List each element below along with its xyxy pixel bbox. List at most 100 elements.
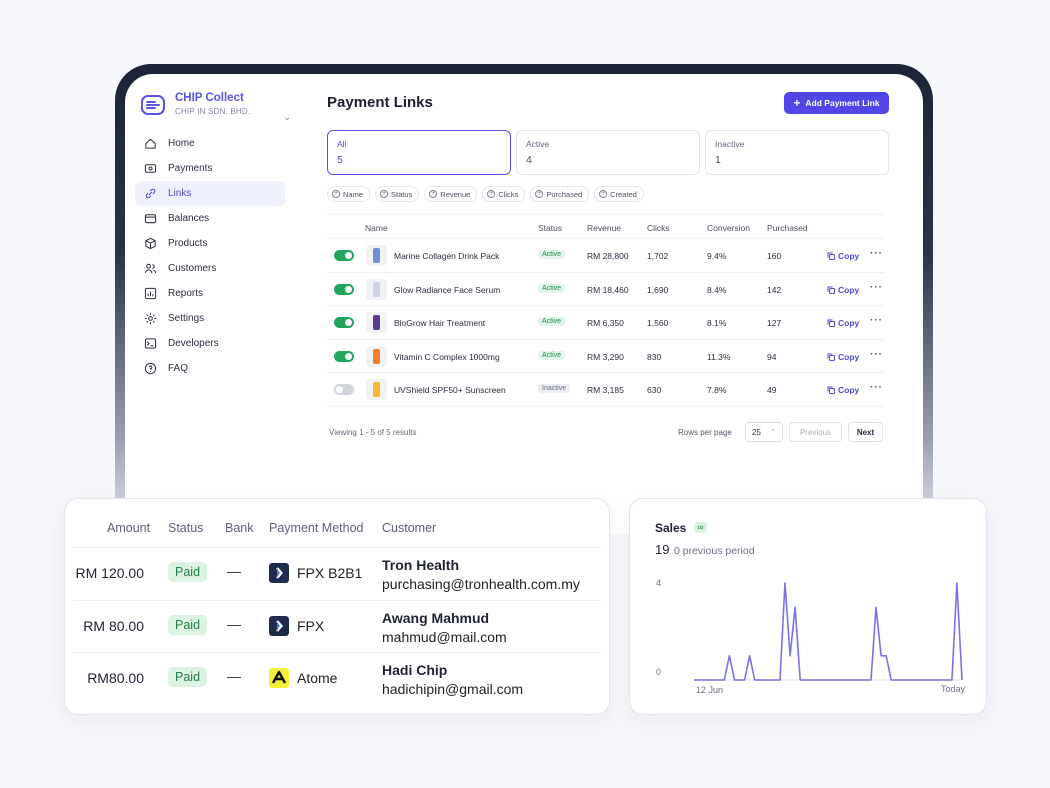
copy-link-button[interactable]: Copy: [827, 285, 859, 295]
payment-method-value: FPX: [297, 617, 325, 634]
product-thumbnail: [366, 245, 387, 266]
customer-email: purchasing@tronhealth.com.my: [382, 576, 580, 592]
bank-value: —: [227, 668, 241, 684]
sidebar-item-balances[interactable]: Balances: [135, 206, 285, 231]
chart-icon: [144, 287, 157, 300]
sidebar-item-settings[interactable]: Settings: [135, 306, 285, 331]
copy-icon: [827, 286, 835, 294]
copy-label: Copy: [838, 284, 860, 295]
product-name[interactable]: Marine Collagen Drink Pack: [394, 251, 500, 261]
revenue-value: RM 3,290: [587, 351, 624, 362]
sidebar-item-label: Settings: [168, 313, 205, 324]
link-icon: [145, 188, 156, 199]
copy-label: Copy: [838, 351, 860, 362]
filter-label: Purchased: [546, 189, 583, 199]
filter-clicks[interactable]: + Clicks: [482, 186, 526, 202]
purchased-value: 94: [767, 351, 777, 362]
sidebar-item-links[interactable]: Links: [135, 181, 285, 206]
conversion-value: 11.3%: [707, 351, 731, 362]
conversion-value: 8.1%: [707, 318, 727, 328]
link-toggle[interactable]: [334, 350, 354, 362]
rows-per-page-select[interactable]: 25 ⌃: [745, 422, 783, 442]
filter-status[interactable]: + Status: [375, 186, 420, 202]
copy-link-button[interactable]: Copy: [827, 352, 859, 362]
copy-link-button[interactable]: Copy: [827, 318, 859, 328]
more-options-icon[interactable]: ···: [870, 382, 883, 393]
x-tick-label: Today: [941, 684, 966, 694]
plus-circle-icon: +: [332, 190, 340, 198]
sidebar-item-faq[interactable]: FAQ: [135, 356, 285, 381]
copy-label: Copy: [838, 318, 860, 328]
product-thumbnail: [366, 312, 387, 333]
link-toggle[interactable]: [334, 283, 354, 295]
tab-active[interactable]: Active 4: [516, 130, 700, 175]
payments-icon: [144, 164, 157, 173]
chevron-updown-icon: ⌃: [770, 429, 776, 436]
product-name[interactable]: Vitamin C Complex 1000mg: [394, 351, 500, 362]
col-purchased[interactable]: Purchased: [767, 223, 808, 233]
copy-link-button[interactable]: Copy: [827, 251, 859, 261]
sidebar-item-label: Balances: [168, 213, 210, 224]
product-name[interactable]: BioGrow Hair Treatment: [394, 318, 486, 328]
bank-value: —: [227, 563, 241, 579]
more-options-icon[interactable]: ···: [870, 281, 883, 293]
page-title: Payment Links: [327, 94, 433, 111]
link-toggle[interactable]: [334, 384, 354, 395]
transaction-row[interactable]: RM 120.00 Paid — FPX B2B1 Tron Health purchas…: [73, 547, 601, 600]
sidebar-item-products[interactable]: Products: [135, 231, 285, 256]
transaction-row[interactable]: RM80.00 Paid — Atome Hadi Chip hadichipin@gma…: [73, 652, 601, 705]
brand-name: CHIP Collect: [175, 92, 244, 104]
table-row[interactable]: Glow Radiance Face Serum Active RM 18,460 1…: [327, 273, 884, 306]
product-name[interactable]: UVShield SPF50+ Sunscreen: [394, 385, 506, 395]
transaction-row[interactable]: RM 80.00 Paid — FPX Awang Mahmud mahmud@mail.…: [73, 599, 601, 653]
atome-logo-icon: [269, 668, 289, 688]
chevron-down-icon[interactable]: ⌄: [283, 112, 292, 123]
col-revenue[interactable]: Revenue: [587, 223, 622, 233]
copy-link-button[interactable]: Copy: [827, 385, 859, 395]
table-row[interactable]: BioGrow Hair Treatment Active RM 6,350 1,56…: [327, 306, 884, 340]
customer-name: Hadi Chip: [382, 662, 448, 678]
status-badge: Active: [538, 317, 566, 326]
sidebar-item-developers[interactable]: Developers: [135, 331, 285, 356]
sidebar-item-home[interactable]: Home: [135, 131, 285, 156]
sidebar-item-payments[interactable]: Payments: [135, 156, 285, 181]
link-toggle[interactable]: [334, 317, 354, 328]
sales-change-badge: ∞: [694, 522, 707, 533]
col-status[interactable]: Status: [538, 223, 563, 233]
filter-purchased[interactable]: + Purchased: [530, 186, 590, 202]
product-thumbnail: [366, 379, 387, 400]
col-clicks[interactable]: Clicks: [647, 223, 670, 233]
table-row[interactable]: Marine Collagen Drink Pack Active RM 28,80…: [327, 239, 884, 273]
link-toggle[interactable]: [334, 250, 354, 261]
sidebar-item-label: Customers: [168, 263, 217, 274]
previous-button[interactable]: Previous: [789, 422, 842, 442]
col-name[interactable]: Name: [365, 223, 388, 233]
tab-inactive[interactable]: Inactive 1: [705, 130, 889, 175]
brand-switcher[interactable]: CHIP Collect CHIP IN SDN. BHD. ⌄: [141, 92, 291, 123]
more-options-icon[interactable]: ···: [870, 248, 883, 259]
tab-all[interactable]: All 5: [327, 130, 511, 175]
status-badge: Active: [538, 250, 566, 259]
table-row[interactable]: UVShield SPF50+ Sunscreen Inactive RM 3,18…: [327, 373, 884, 407]
more-options-icon[interactable]: ···: [870, 348, 883, 360]
sidebar-item-customers[interactable]: Customers: [135, 256, 285, 281]
add-payment-link-button[interactable]: + Add Payment Link: [784, 92, 889, 114]
next-button[interactable]: Next: [848, 422, 883, 442]
y-tick-label: 4: [656, 578, 661, 588]
conversion-value: 7.8%: [707, 385, 727, 395]
col-conversion[interactable]: Conversion: [707, 223, 750, 233]
customer-email: mahmud@mail.com: [382, 628, 507, 645]
payment-links-table: Name Status Revenue Clicks Conversion Pu…: [327, 214, 884, 407]
sidebar-item-reports[interactable]: Reports: [135, 281, 285, 306]
more-options-icon[interactable]: ···: [870, 315, 883, 326]
status-badge: Active: [538, 350, 566, 360]
plus-circle-icon: +: [429, 190, 438, 198]
sidebar-item-label: Links: [168, 188, 192, 199]
sales-previous-period: 0 previous period: [674, 545, 755, 557]
tab-count: 5: [337, 154, 343, 166]
filter-revenue[interactable]: + Revenue: [424, 186, 478, 202]
filter-name[interactable]: + Name: [327, 186, 371, 202]
product-name[interactable]: Glow Radiance Face Serum: [394, 284, 501, 295]
filter-created[interactable]: + Created: [594, 186, 644, 202]
table-row[interactable]: Vitamin C Complex 1000mg Active RM 3,290 83…: [327, 340, 884, 373]
